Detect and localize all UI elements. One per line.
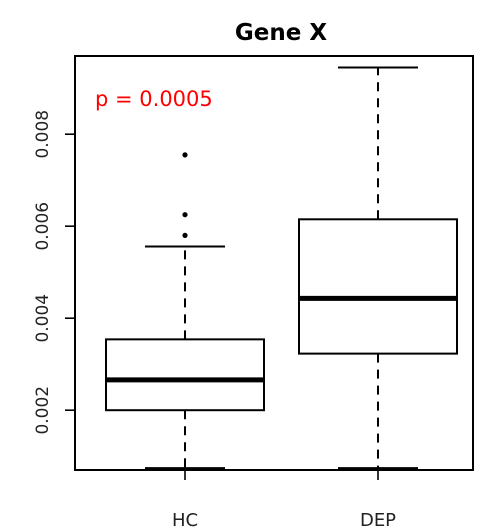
chart-title: Gene X	[235, 20, 327, 46]
plot-frame	[74, 55, 474, 471]
outlier-point	[182, 232, 188, 238]
y-tick-label: 0.002	[33, 386, 53, 435]
y-tick-label: 0.008	[33, 110, 53, 159]
p-value-annotation: p = 0.0005	[95, 87, 213, 111]
outlier-point	[182, 152, 188, 158]
outlier-point	[182, 212, 188, 218]
box-iqr	[105, 338, 265, 412]
x-tick-label: DEP	[360, 510, 396, 529]
box-iqr	[298, 218, 458, 355]
y-axis: 0.002 0.004 0.006 0.008	[33, 110, 75, 435]
y-tick-label: 0.004	[33, 294, 53, 343]
x-axis: HC DEP	[172, 470, 396, 529]
x-tick-label: HC	[172, 510, 198, 529]
boxes	[105, 66, 458, 470]
y-tick-label: 0.006	[33, 202, 53, 251]
